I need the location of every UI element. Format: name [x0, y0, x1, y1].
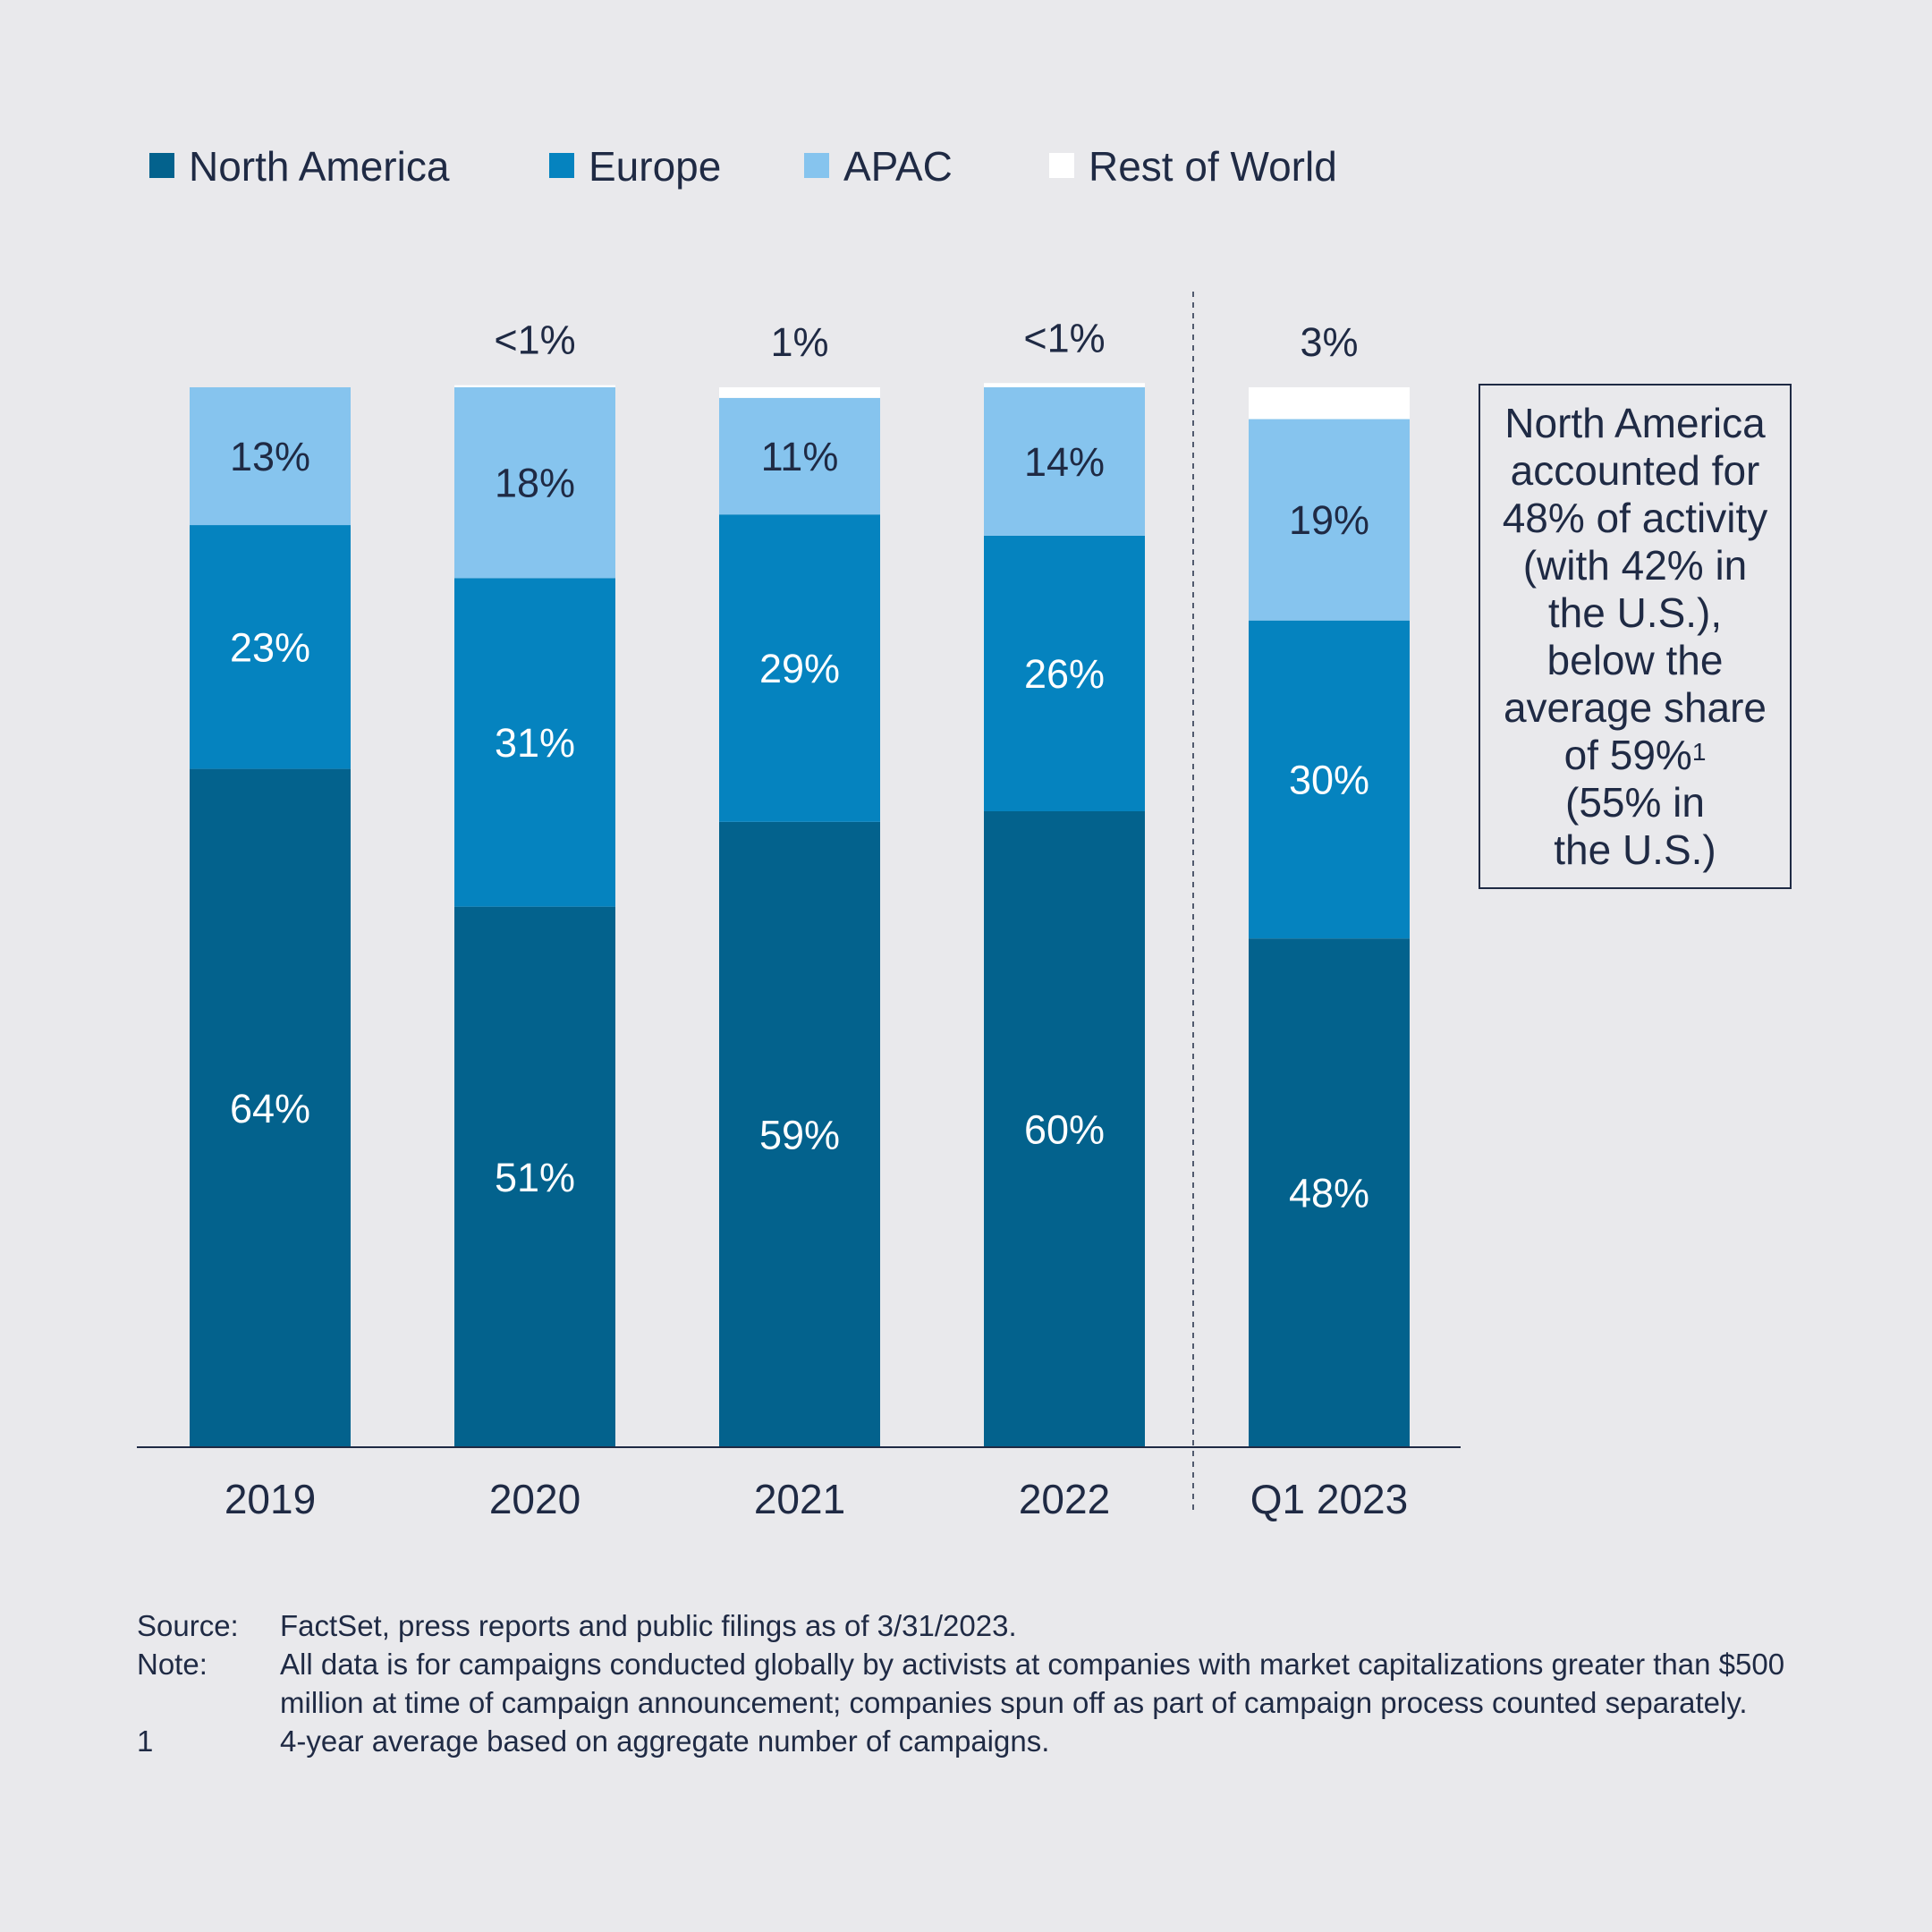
- callout-box: North America accounted for 48% of activ…: [1479, 384, 1792, 889]
- note-key: 1: [137, 1724, 154, 1758]
- bar-segment-rest-of-world: [984, 383, 1145, 387]
- bar-segment-rest-of-world: [454, 385, 615, 387]
- bar-segment-apac: [719, 397, 880, 515]
- callout-line: average share: [1503, 683, 1767, 731]
- bar-segment-apac: [454, 387, 615, 579]
- callout-line: the U.S.): [1554, 826, 1716, 873]
- x-tick-label: 2020: [489, 1476, 580, 1522]
- legend-item: Rest of World: [1049, 143, 1337, 190]
- x-tick-label: Q1 2023: [1250, 1476, 1408, 1522]
- callout-line: accounted for: [1510, 446, 1760, 494]
- bar-segment-apac: [984, 387, 1145, 536]
- bar-segment-apac: [190, 387, 351, 526]
- legend-swatch: [804, 153, 829, 178]
- data-label: <1%: [494, 318, 575, 363]
- data-label: 60%: [1024, 1107, 1105, 1153]
- bars: [190, 383, 1410, 1447]
- data-label: 30%: [1289, 757, 1369, 802]
- x-axis-ticks: 2019 2020 2021 2022 Q1 2023: [225, 1476, 1408, 1522]
- note-text: 4-year average based on aggregate number…: [280, 1724, 1050, 1758]
- bar-segment-north-america: [454, 906, 615, 1447]
- data-labels: 64% 23% 13% 51% 31% 18% <1% 59% 29% 11% 1% 60% 26% 14…: [230, 315, 1369, 1216]
- data-label: 19%: [1289, 497, 1369, 543]
- legend-label: Europe: [589, 143, 721, 190]
- bar-segment-north-america: [984, 811, 1145, 1447]
- bar-segment-rest-of-world: [719, 387, 880, 398]
- data-label: 31%: [495, 720, 575, 766]
- bar-segment-europe: [190, 525, 351, 769]
- callout-text: North America accounted for 48% of activ…: [1503, 400, 1768, 874]
- callout-footnote-marker: 1: [1691, 737, 1707, 766]
- legend-item: APAC: [804, 143, 953, 190]
- note-key: Source:: [137, 1609, 239, 1642]
- x-tick-label: 2022: [1019, 1476, 1110, 1522]
- data-label: 1%: [770, 319, 828, 365]
- data-label: 3%: [1300, 319, 1358, 365]
- bar-segment-north-america: [1249, 938, 1410, 1447]
- callout-line: 48% of activity: [1502, 494, 1768, 541]
- data-label: 29%: [759, 646, 840, 691]
- footnote-1: 1 4-year average based on aggregate numb…: [137, 1722, 1818, 1760]
- data-label: 14%: [1024, 439, 1105, 485]
- bar-segment-europe: [454, 578, 615, 907]
- bar-segment-apac: [1249, 419, 1410, 621]
- note-text: FactSet, press reports and public filing…: [280, 1609, 1017, 1642]
- data-label: 26%: [1024, 651, 1105, 697]
- legend-swatch: [1049, 153, 1074, 178]
- bar-segment-north-america: [190, 768, 351, 1447]
- data-label: 59%: [759, 1112, 840, 1157]
- legend-label: Rest of World: [1089, 143, 1337, 190]
- data-label: <1%: [1023, 315, 1105, 360]
- bar-segment-europe: [984, 535, 1145, 811]
- legend-swatch: [549, 153, 574, 178]
- legend-item: Europe: [549, 143, 721, 190]
- legend-label: North America: [189, 143, 450, 190]
- callout-line: below the: [1546, 636, 1724, 683]
- note-text: All data is for campaigns conducted glob…: [280, 1648, 1785, 1719]
- data-label: 64%: [230, 1086, 310, 1131]
- callout-line-text: of 59%: [1563, 731, 1692, 778]
- bar-segment-rest-of-world: [1249, 387, 1410, 419]
- callout-line: (55% in: [1565, 778, 1705, 826]
- data-label: 23%: [230, 624, 310, 670]
- source-note: Source: FactSet, press reports and publi…: [137, 1606, 1818, 1645]
- general-note: Note: All data is for campaigns conducte…: [137, 1645, 1818, 1722]
- bar-segment-europe: [719, 514, 880, 822]
- data-label: 48%: [1289, 1171, 1369, 1216]
- data-label: 11%: [761, 434, 839, 479]
- data-label: 18%: [495, 461, 575, 506]
- legend-label: APAC: [843, 143, 953, 190]
- legend-item: North America: [149, 143, 450, 190]
- x-tick-label: 2019: [225, 1476, 316, 1522]
- footnotes: Source: FactSet, press reports and publi…: [137, 1606, 1818, 1760]
- data-label: 51%: [495, 1155, 575, 1200]
- bar-segment-europe: [1249, 620, 1410, 939]
- x-tick-label: 2021: [754, 1476, 845, 1522]
- callout-line: the U.S.),: [1547, 589, 1723, 636]
- legend-swatch: [149, 153, 174, 178]
- callout-line: of 59%1: [1503, 732, 1768, 779]
- callout-line: (with 42% in: [1522, 541, 1748, 589]
- data-label: 13%: [230, 434, 310, 479]
- note-key: Note:: [137, 1648, 208, 1681]
- bar-segment-north-america: [719, 821, 880, 1447]
- legend: North America Europe APAC Rest of World: [149, 143, 1337, 190]
- callout-line: North America: [1504, 399, 1766, 446]
